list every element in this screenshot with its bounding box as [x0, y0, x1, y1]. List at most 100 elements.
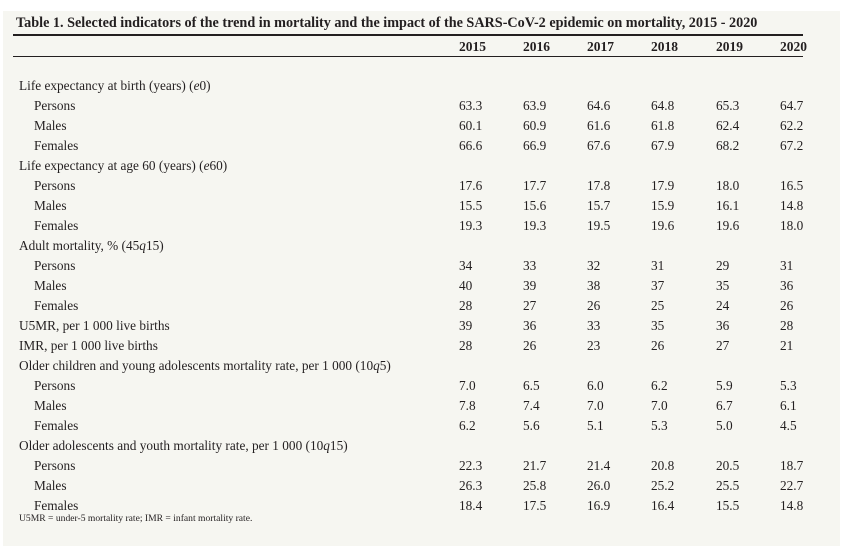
row-label: Males — [34, 198, 67, 214]
row-label: Males — [34, 118, 67, 134]
column-header-year: 2016 — [523, 39, 550, 54]
table-cell: 31 — [651, 258, 665, 273]
row-label: Persons — [34, 98, 75, 114]
column-header-year: 2015 — [459, 39, 486, 54]
row-label: Males — [34, 278, 67, 294]
table-cell: 19.3 — [523, 218, 547, 233]
table-cell: 16.5 — [780, 178, 804, 193]
table-cell: 15.9 — [651, 198, 675, 213]
row-label-text: Males — [34, 478, 67, 493]
table-row: Females 6.2 5.6 5.1 5.3 5.0 4.5 — [0, 418, 854, 438]
table-cell: 6.2 — [651, 378, 668, 393]
table-cell: 36 — [523, 318, 537, 333]
table-cell: 60.1 — [459, 118, 483, 133]
table-cell: 5.0 — [716, 418, 733, 433]
row-label-symbol: q — [373, 358, 380, 373]
table-cell: 37 — [651, 278, 665, 293]
table-row: Males 15.5 15.6 15.7 15.9 16.1 14.8 — [0, 198, 854, 218]
table-cell: 16.1 — [716, 198, 740, 213]
table-cell: 16.4 — [651, 498, 675, 513]
table-cell: 17.7 — [523, 178, 547, 193]
row-label-text: Older children and young adolescents mor… — [19, 358, 374, 373]
table-cell: 7.8 — [459, 398, 476, 413]
table-cell: 64.8 — [651, 98, 675, 113]
row-label-text: Older adolescents and youth mortality ra… — [19, 438, 324, 453]
row-label-text: Persons — [34, 258, 76, 273]
table-cell: 22.7 — [780, 478, 804, 493]
table-cell: 6.2 — [459, 418, 476, 433]
title-rule — [13, 34, 803, 36]
table-cell: 33 — [587, 318, 601, 333]
table-cell: 62.2 — [780, 118, 804, 133]
table-cell: 5.1 — [587, 418, 604, 433]
row-label: Life expectancy at birth (years) (e0) — [19, 78, 211, 94]
table-row: Persons 22.3 21.7 21.4 20.8 20.5 18.7 — [0, 458, 854, 478]
table-cell: 17.8 — [587, 178, 611, 193]
table-cell: 36 — [780, 278, 794, 293]
table-cell: 6.1 — [780, 398, 797, 413]
table-cell: 7.0 — [587, 398, 604, 413]
table-section-row: Life expectancy at birth (years) (e0) — [0, 78, 854, 98]
table-cell: 14.8 — [780, 498, 804, 513]
column-header-year: 2017 — [587, 39, 614, 54]
table-cell: 61.8 — [651, 118, 675, 133]
table-cell: 25.5 — [716, 478, 740, 493]
table-cell: 18.0 — [716, 178, 740, 193]
table-cell: 21.7 — [523, 458, 547, 473]
table-cell: 5.3 — [651, 418, 668, 433]
table-cell: 67.2 — [780, 138, 804, 153]
table-cell: 6.7 — [716, 398, 733, 413]
table-cell: 27 — [523, 298, 537, 313]
table-cell: 20.8 — [651, 458, 675, 473]
table-row: Males 60.1 60.9 61.6 61.8 62.4 62.2 — [0, 118, 854, 138]
table-cell: 25.8 — [523, 478, 547, 493]
table-cell: 19.3 — [459, 218, 483, 233]
table-cell: 33 — [523, 258, 537, 273]
table-cell: 15.7 — [587, 198, 611, 213]
table-cell: 31 — [780, 258, 794, 273]
table-cell: 7.0 — [459, 378, 476, 393]
table-cell: 4.5 — [780, 418, 797, 433]
table-section-row: Older adolescents and youth mortality ra… — [0, 438, 854, 458]
row-label-text: Males — [34, 118, 67, 133]
table-cell: 25.2 — [651, 478, 675, 493]
column-header-year: 2020 — [780, 39, 807, 54]
table-cell: 18.4 — [459, 498, 483, 513]
row-label-text: U5MR, per 1 000 live births — [19, 318, 170, 333]
table-section-row: Life expectancy at age 60 (years) (e60) — [0, 158, 854, 178]
row-label-symbol: e — [203, 158, 210, 173]
table-cell: 65.3 — [716, 98, 740, 113]
row-label: Males — [34, 398, 67, 414]
table-title: Table 1. Selected indicators of the tren… — [16, 15, 758, 31]
table-cell: 67.6 — [587, 138, 611, 153]
table-cell: 14.8 — [780, 198, 804, 213]
row-label: Females — [34, 498, 78, 514]
row-label-text: Females — [34, 418, 79, 433]
row-label-suffix: 0) — [199, 78, 211, 93]
table-section-row: IMR, per 1 000 live births 28 26 23 26 27 21 — [0, 338, 854, 358]
row-label-text: Females — [34, 138, 79, 153]
table-row: Females 19.3 19.3 19.5 19.6 19.6 18.0 — [0, 218, 854, 238]
row-label-symbol: e — [193, 78, 200, 93]
row-label-text: Life expectancy at age 60 (years) ( — [19, 158, 204, 173]
table-cell: 34 — [459, 258, 473, 273]
table-cell: 26.0 — [587, 478, 611, 493]
table-cell: 38 — [587, 278, 601, 293]
table-cell: 5.6 — [523, 418, 540, 433]
table-cell: 28 — [459, 338, 473, 353]
row-label-text: Adult mortality, % (45 — [19, 238, 140, 253]
table-cell: 35 — [716, 278, 730, 293]
header-rule — [13, 56, 803, 57]
table-section-row: Older children and young adolescents mor… — [0, 358, 854, 378]
table-cell: 22.3 — [459, 458, 483, 473]
row-label: Persons — [34, 458, 75, 474]
table-cell: 5.3 — [780, 378, 797, 393]
table-cell: 36 — [716, 318, 730, 333]
table-cell: 19.6 — [716, 218, 740, 233]
row-label-text: Life expectancy at birth (years) ( — [19, 78, 194, 93]
table-cell: 18.0 — [780, 218, 804, 233]
table-cell: 19.5 — [587, 218, 611, 233]
row-label-suffix: 60) — [209, 158, 228, 173]
table-cell: 64.6 — [587, 98, 611, 113]
row-label-suffix: 5) — [379, 358, 391, 373]
